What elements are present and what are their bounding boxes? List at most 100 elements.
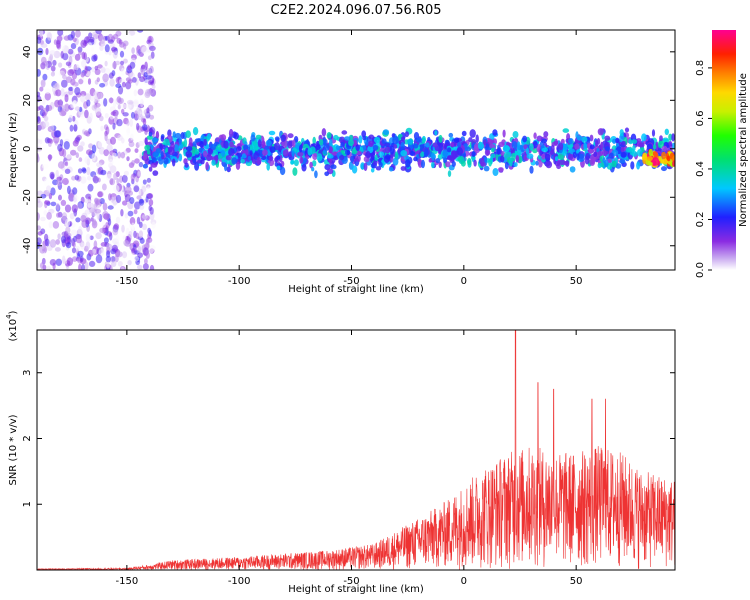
spectrogram-cell <box>467 158 472 166</box>
y-tick-label: 20 <box>22 94 33 107</box>
spectrogram-cell <box>112 122 116 130</box>
spectrogram-cell <box>447 170 452 178</box>
spectrogram-cell <box>55 169 59 177</box>
spectrogram-cell <box>385 154 391 160</box>
x-tick-label: -50 <box>343 276 359 287</box>
spectrogram-cell <box>400 150 408 157</box>
spectrogram-cell <box>57 161 65 169</box>
spectrogram-cell <box>652 144 657 150</box>
spectrogram-cell <box>41 43 48 48</box>
spectrogram-cell <box>603 159 609 168</box>
spectrogram-cell <box>46 104 53 112</box>
spectrogram-cell <box>142 263 149 270</box>
spectrogram-cell <box>52 85 56 93</box>
spectrogram-cell <box>70 30 76 39</box>
spectrogram-cell <box>144 144 151 151</box>
spectrogram-cell <box>64 94 69 103</box>
spectrogram-cell <box>117 104 121 110</box>
snr-series-line <box>37 330 675 570</box>
spectrogram-cell <box>37 69 41 77</box>
spectrogram-cell <box>240 158 246 164</box>
spectrogram-cell <box>483 139 487 146</box>
spectrogram-cell <box>144 137 148 146</box>
spectrogram-cell <box>529 165 534 174</box>
spectrogram-cell <box>84 198 91 204</box>
spectrogram-cell <box>57 143 63 152</box>
spectrogram-cell <box>110 256 116 263</box>
spectrogram-cell <box>65 242 72 249</box>
spectrogram-cell <box>116 118 123 127</box>
spectrogram-cell <box>152 170 159 176</box>
spectrogram-cell <box>456 147 464 156</box>
spectrogram-cell <box>257 139 262 148</box>
spectrogram-cell <box>97 141 103 148</box>
spectrogram-cell <box>37 237 42 246</box>
spectrogram-cell <box>595 140 599 147</box>
spectrogram-cell <box>69 124 74 132</box>
spectrogram-cell <box>301 163 307 172</box>
spectrogram-cell <box>576 153 580 161</box>
spectrogram-cell <box>149 114 155 120</box>
snr-scale-label: (x104) <box>5 310 19 341</box>
spectrogram-cell <box>131 47 135 54</box>
spectrogram-cell <box>120 103 127 109</box>
spectrogram-cell <box>662 137 669 142</box>
spectrogram-cell <box>604 135 611 141</box>
spectrogram-cell <box>491 147 495 153</box>
spectrogram-cell <box>122 200 128 206</box>
spectrogram-cell <box>445 161 451 168</box>
spectrogram-cell <box>160 135 165 142</box>
spectrogram-cell <box>350 155 354 163</box>
spectrogram-cell <box>37 225 41 231</box>
spectrogram-cell <box>657 140 665 149</box>
spectrogram-cell <box>64 161 69 167</box>
spectrogram-cell <box>631 151 638 157</box>
spectrogram-cell <box>63 35 71 41</box>
spectrogram-cell <box>405 159 411 168</box>
spectrogram-cell <box>85 241 91 250</box>
spectrogram-cell <box>516 141 521 151</box>
spectrogram-cell <box>523 144 528 150</box>
spectrogram-cell <box>102 183 107 191</box>
spectrogram-cell <box>104 67 111 76</box>
spectrogram-cell <box>163 157 169 165</box>
x-tick-label: -150 <box>116 276 139 287</box>
spectrogram-cell <box>307 147 313 156</box>
spectrogram-cell <box>131 160 136 166</box>
spectrogram-cell <box>67 185 71 195</box>
spectrogram-cell <box>194 162 200 171</box>
spectrogram-cell <box>77 46 83 53</box>
spectrogram-cell <box>620 146 625 153</box>
spectrogram-cell <box>447 147 452 153</box>
spectrogram-cell <box>120 151 126 159</box>
spectrogram-cell <box>87 175 92 181</box>
spectrogram-cell <box>417 158 422 166</box>
spectrogram-cell <box>72 241 76 248</box>
spectrogram-cell <box>136 195 142 200</box>
spectrogram-cell <box>668 133 673 141</box>
spectrogram-cell <box>138 230 144 238</box>
spectrogram-cell <box>529 143 534 151</box>
spectrogram-cell <box>133 185 140 193</box>
spectrogram-cell <box>421 137 426 145</box>
spectrogram-cell <box>184 162 189 168</box>
spectrogram-cell <box>136 122 140 131</box>
spectrogram-cell <box>37 142 40 148</box>
spectrogram-cell <box>435 158 441 164</box>
spectrogram-cell <box>659 135 663 142</box>
spectrogram-cell <box>142 118 147 126</box>
spectrogram-cell <box>89 235 94 241</box>
spectrogram-cell <box>91 153 97 162</box>
spectrogram-cell <box>558 142 564 151</box>
spectrogram-cell <box>132 36 136 43</box>
x-tick-label: -50 <box>343 576 359 587</box>
spectrogram-cell <box>330 164 337 170</box>
spectrogram-cell <box>151 221 156 229</box>
spectrogram-cell <box>160 151 164 158</box>
spectrogram-cell <box>137 30 144 33</box>
spectrogram-cell <box>141 46 148 55</box>
spectrogram-cell <box>661 151 667 160</box>
spectrogram-cell <box>205 161 209 171</box>
spectrogram-cell <box>73 64 79 71</box>
